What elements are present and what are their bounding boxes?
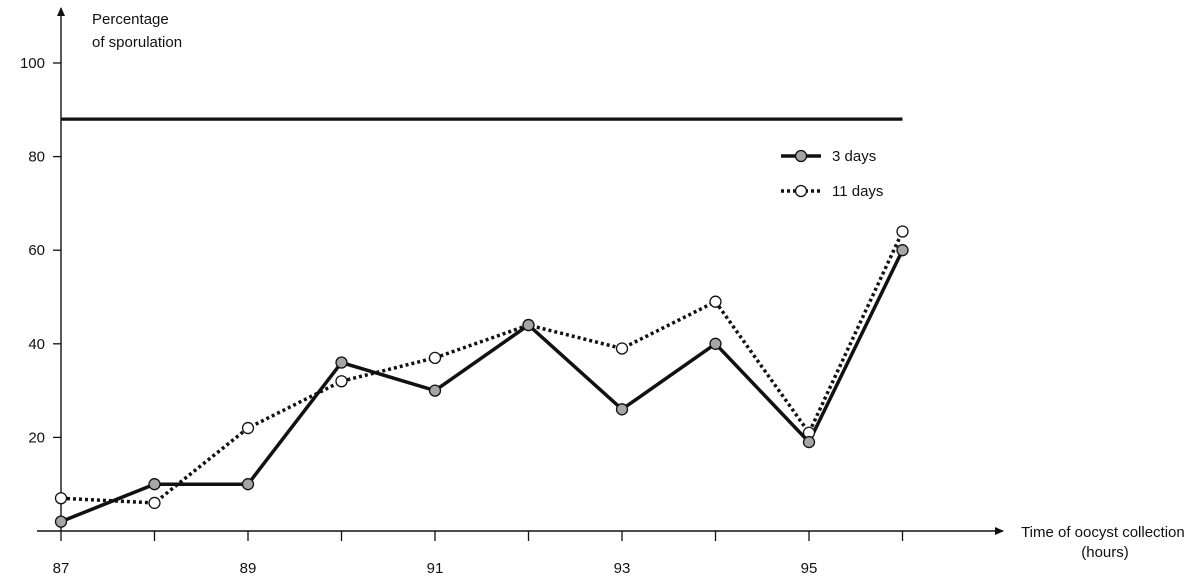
x-ticks: 87 89 91 93 95 [53, 531, 904, 576]
x-axis-title-line-1: Time of oocyst collection [1021, 524, 1185, 541]
data-point-3-days [522, 318, 535, 332]
y-axis-title-line-1: Percentage [92, 11, 169, 28]
data-point-11-days [615, 342, 629, 355]
data-point-3-days [241, 478, 255, 491]
x-tick-label: 87 [53, 560, 70, 576]
data-point-11-days [241, 421, 255, 435]
x-tick-label: 95 [801, 560, 818, 576]
data-point-3-days [709, 337, 722, 350]
data-point-11-days [335, 375, 348, 388]
data-point-3-days [335, 356, 348, 369]
data-point-3-days [428, 384, 442, 397]
y-tick-label: 80 [28, 149, 45, 166]
data-point-3-days [615, 403, 629, 416]
x-axis-title: Time of oocyst collection (hours) [1021, 524, 1189, 561]
series-line-11-days [60, 230, 905, 505]
y-tick-label: 100 [20, 55, 45, 72]
data-point-11-days [896, 225, 909, 238]
legend-3-days-marker [794, 149, 808, 163]
data-point-11-days [709, 295, 722, 308]
data-point-3-days [802, 435, 816, 449]
x-tick-label: 91 [427, 560, 444, 576]
y-tick-label: 20 [28, 429, 45, 446]
series-line-3-days [60, 249, 905, 524]
data-point-3-days [148, 478, 161, 491]
x-axis-title-line-2: (hours) [1081, 544, 1129, 561]
series-layer [54, 225, 909, 528]
data-point-11-days [54, 492, 68, 505]
data-point-3-days [896, 244, 909, 257]
y-axis-title-line-2: of sporulation [92, 34, 182, 51]
data-point-3-days [54, 515, 68, 528]
data-point-11-days [428, 351, 442, 364]
x-tick-label: 93 [614, 560, 631, 576]
data-point-11-days [148, 496, 161, 510]
y-tick-label: 60 [28, 242, 45, 259]
y-tick-label: 40 [28, 336, 45, 353]
legend: 3 days 11 days [781, 148, 883, 200]
legend-3-days-label: 3 days [832, 148, 876, 165]
legend-11-days-label: 11 days [832, 183, 883, 200]
y-ticks: 20 40 60 80 100 [20, 55, 61, 446]
y-axis-title: Percentage of sporulation [92, 11, 182, 51]
x-tick-label: 89 [240, 560, 257, 576]
legend-11-days-marker [794, 184, 808, 198]
